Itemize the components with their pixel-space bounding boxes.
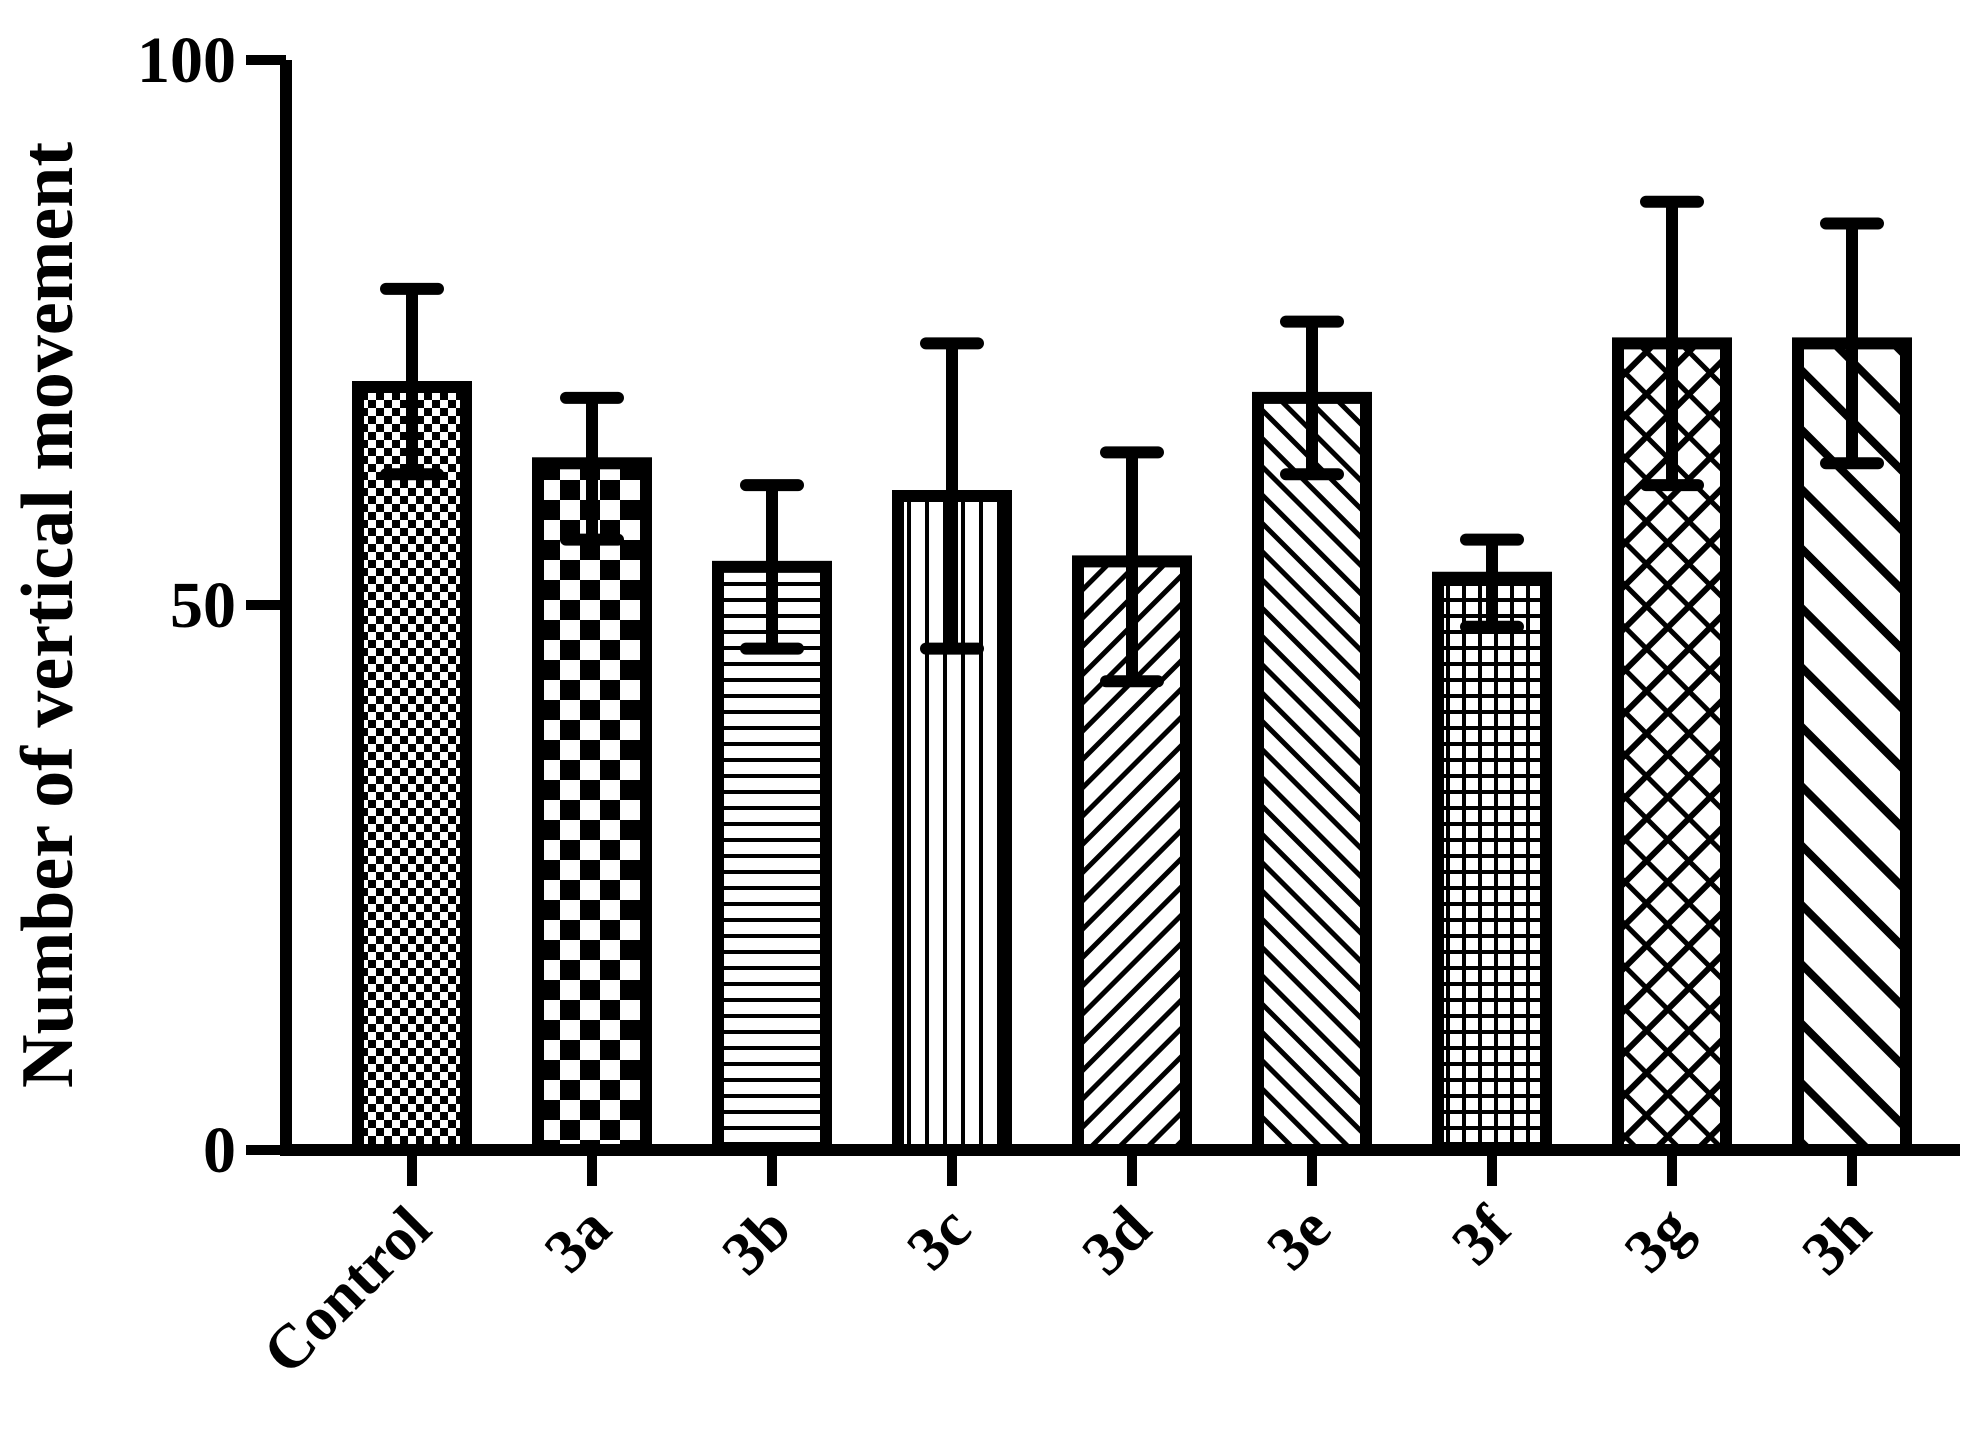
x-tick-label: 3f xyxy=(1439,1193,1525,1279)
error-bars-group xyxy=(380,195,1884,688)
y-axis-label: Number of vertical movement xyxy=(7,142,89,1088)
bar-3f xyxy=(1432,571,1552,1156)
y-ticks-group: 0 50 100 xyxy=(137,24,286,1187)
bar-control xyxy=(352,381,472,1156)
y-tick-label: 0 xyxy=(203,1114,236,1187)
bar-3a xyxy=(532,457,652,1156)
x-tick-label: Control xyxy=(250,1194,443,1387)
y-tick-label: 100 xyxy=(137,24,236,97)
y-tick-label: 50 xyxy=(170,569,236,642)
x-tick-label: 3a xyxy=(532,1194,624,1286)
x-tick-label: 3g xyxy=(1612,1194,1704,1286)
x-tick-label: 3d xyxy=(1070,1194,1164,1288)
x-ticks-group: Control 3a 3b 3c 3d 3e 3f 3g 3h xyxy=(250,1150,1884,1387)
x-tick-label: 3h xyxy=(1790,1194,1884,1288)
bar-3c xyxy=(892,490,1012,1156)
bar-3e xyxy=(1252,391,1372,1156)
x-tick-label: 3e xyxy=(1254,1194,1343,1283)
x-tick-label: 3c xyxy=(894,1194,983,1283)
x-tick-label: 3b xyxy=(710,1194,804,1288)
